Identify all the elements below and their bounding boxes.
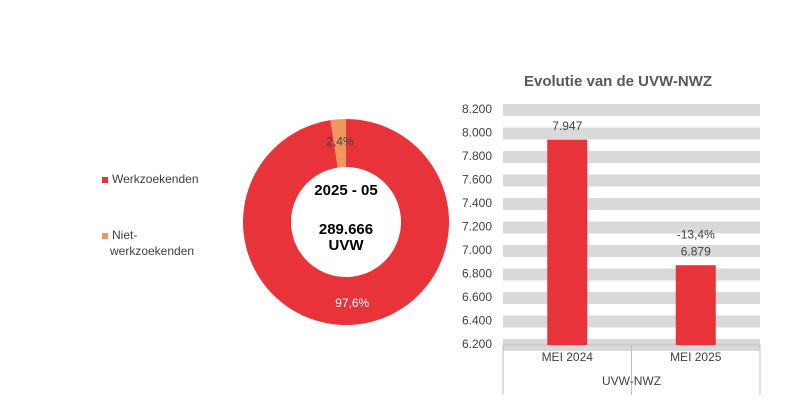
x-tick-label: MEI 2025 <box>670 350 722 364</box>
y-tick-label: 7.600 <box>462 173 492 187</box>
value-label: 6.879 <box>681 244 711 258</box>
legend-label: Niet-werkzoekenden <box>109 228 194 258</box>
y-tick-label: 6.200 <box>462 337 492 351</box>
segment-label: 97,6% <box>335 296 369 310</box>
legend-swatch <box>102 233 108 239</box>
legend-line: werkzoekenden <box>109 244 194 258</box>
center-text: 2025 - 05 <box>314 182 377 199</box>
center-text: 289.666 <box>319 221 373 238</box>
y-tick-label: 7.200 <box>462 220 492 234</box>
bar <box>547 139 588 345</box>
x-axis-label: UVW-NWZ <box>602 374 661 388</box>
y-tick-label: 6.600 <box>462 290 492 304</box>
y-tick-label: 7.800 <box>462 149 492 163</box>
y-tick-label: 7.000 <box>462 243 492 257</box>
chart-title: Evolutie van de UVW-NWZ <box>524 73 712 90</box>
y-tick-label: 7.400 <box>462 196 492 210</box>
change-annotation: -13,4% <box>677 227 715 241</box>
y-tick-label: 6.400 <box>462 314 492 328</box>
legend-label: Werkzoekenden <box>112 172 199 186</box>
y-tick-label: 8.000 <box>462 126 492 140</box>
donut-segment <box>242 119 450 325</box>
y-tick-label: 8.200 <box>462 102 492 116</box>
legend-line: Niet- <box>112 228 137 242</box>
donut-segment <box>330 119 346 168</box>
segment-label: 2,4% <box>326 134 354 148</box>
value-label: 7.947 <box>552 119 582 133</box>
x-tick-label: MEI 2024 <box>542 350 594 364</box>
y-tick-label: 6.800 <box>462 267 492 281</box>
legend-swatch <box>102 177 108 183</box>
center-text: UVW <box>329 237 365 254</box>
bar <box>675 265 716 345</box>
